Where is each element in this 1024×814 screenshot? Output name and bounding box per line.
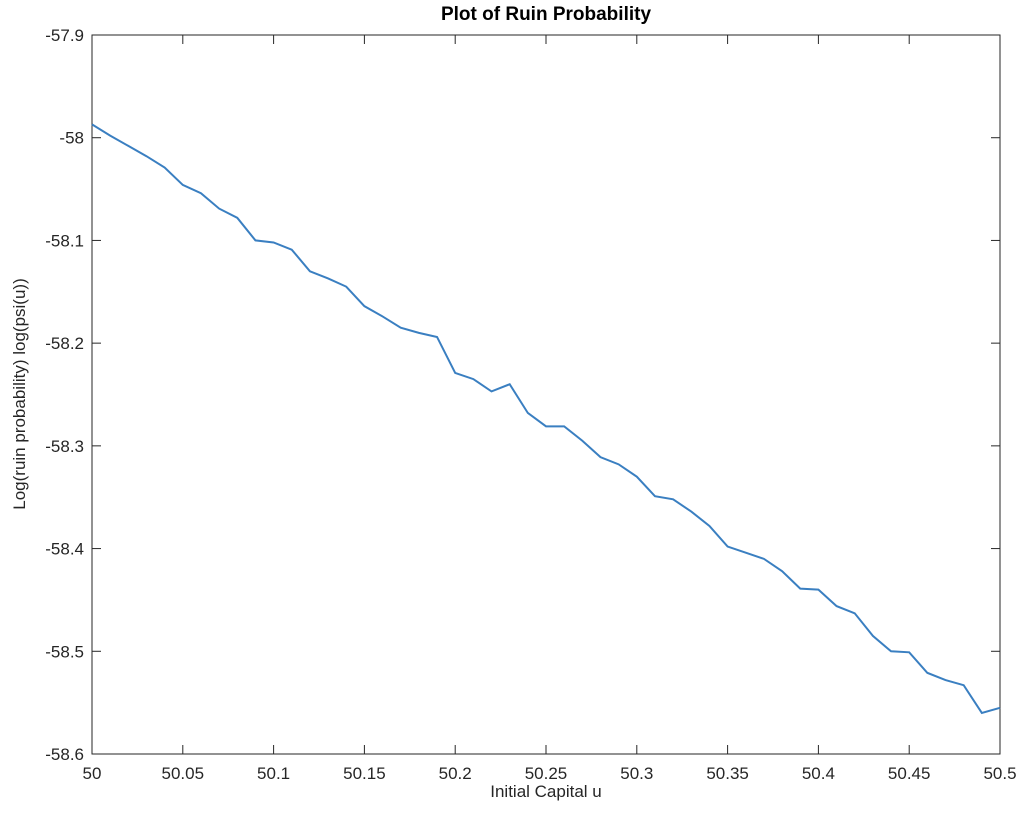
x-tick-label: 50.5 [983,764,1016,783]
x-tick-label: 50.4 [802,764,835,783]
x-tick-label: 50.05 [162,764,205,783]
x-tick-label: 50.25 [525,764,568,783]
y-tick-label: -58.6 [45,745,84,764]
y-tick-label: -58.2 [45,334,84,353]
y-tick-label: -57.9 [45,26,84,45]
x-tick-label: 50.1 [257,764,290,783]
data-line [91,123,1001,715]
x-tick-label: 50.2 [439,764,472,783]
y-tick-label: -58.3 [45,437,84,456]
x-tick-label: 50.15 [343,764,386,783]
x-tick-label: 50 [83,764,102,783]
y-tick-label: -58.5 [45,642,84,661]
x-tick-label: 50.3 [620,764,653,783]
x-axis-label: Initial Capital u [490,782,602,801]
x-tick-label: 50.35 [706,764,749,783]
y-tick-label: -58.1 [45,231,84,250]
y-tick-label: -58 [59,129,84,148]
x-tick-label: 50.45 [888,764,931,783]
y-tick-label: -58.4 [45,540,84,559]
chart-title: Plot of Ruin Probability [441,4,651,25]
plot-frame [91,34,1001,755]
y-axis-label: Log(ruin probability) log(psi(u)) [10,278,29,509]
